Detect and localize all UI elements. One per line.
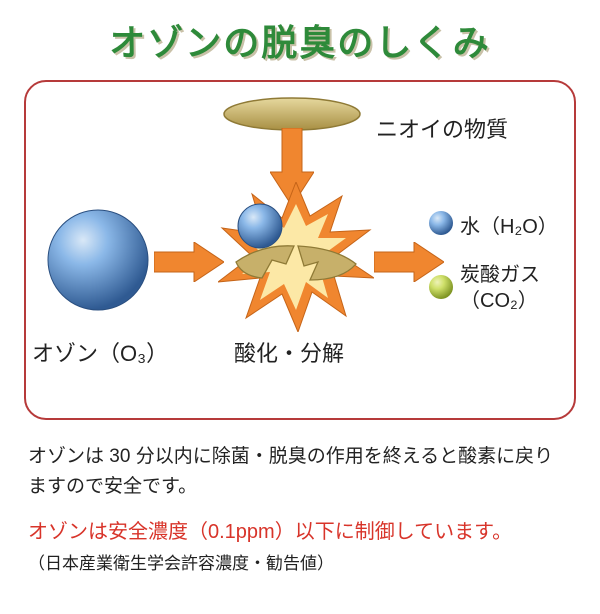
body-text-2: オゾンは安全濃度（0.1ppm）以下に制御しています。 <box>28 517 572 547</box>
odor-label: ニオイの物質 <box>376 112 508 144</box>
ozone-sphere-small <box>236 202 284 250</box>
legend-co2-label: 炭酸ガス（CO₂） <box>460 262 570 314</box>
title-text: オゾンの脱臭のしくみ <box>109 22 490 63</box>
legend-dot-co2 <box>428 274 454 300</box>
legend-dot-water <box>428 210 454 236</box>
arrow-ozone-to-center <box>154 242 224 282</box>
ozone-label: オゾン（O₃） <box>32 336 168 368</box>
legend-water-label: 水（H₂O） <box>460 210 558 239</box>
oxidation-label: 酸化・分解 <box>234 336 344 368</box>
body-text-1: オゾンは 30 分以内に除菌・脱臭の作用を終えると酸素に戻りますので安全です。 <box>28 442 572 503</box>
diagram-box: オゾン（O₃） ニオイの物質 <box>24 80 576 420</box>
body-text-2-span: オゾンは安全濃度（0.1ppm）以下に制御しています。 <box>28 521 512 543</box>
ozone-sphere <box>46 208 150 312</box>
body-text-3: （日本産業衛生学会許容濃度・勧告値） <box>28 549 572 574</box>
page-title: オゾンの脱臭のしくみ <box>0 14 600 66</box>
